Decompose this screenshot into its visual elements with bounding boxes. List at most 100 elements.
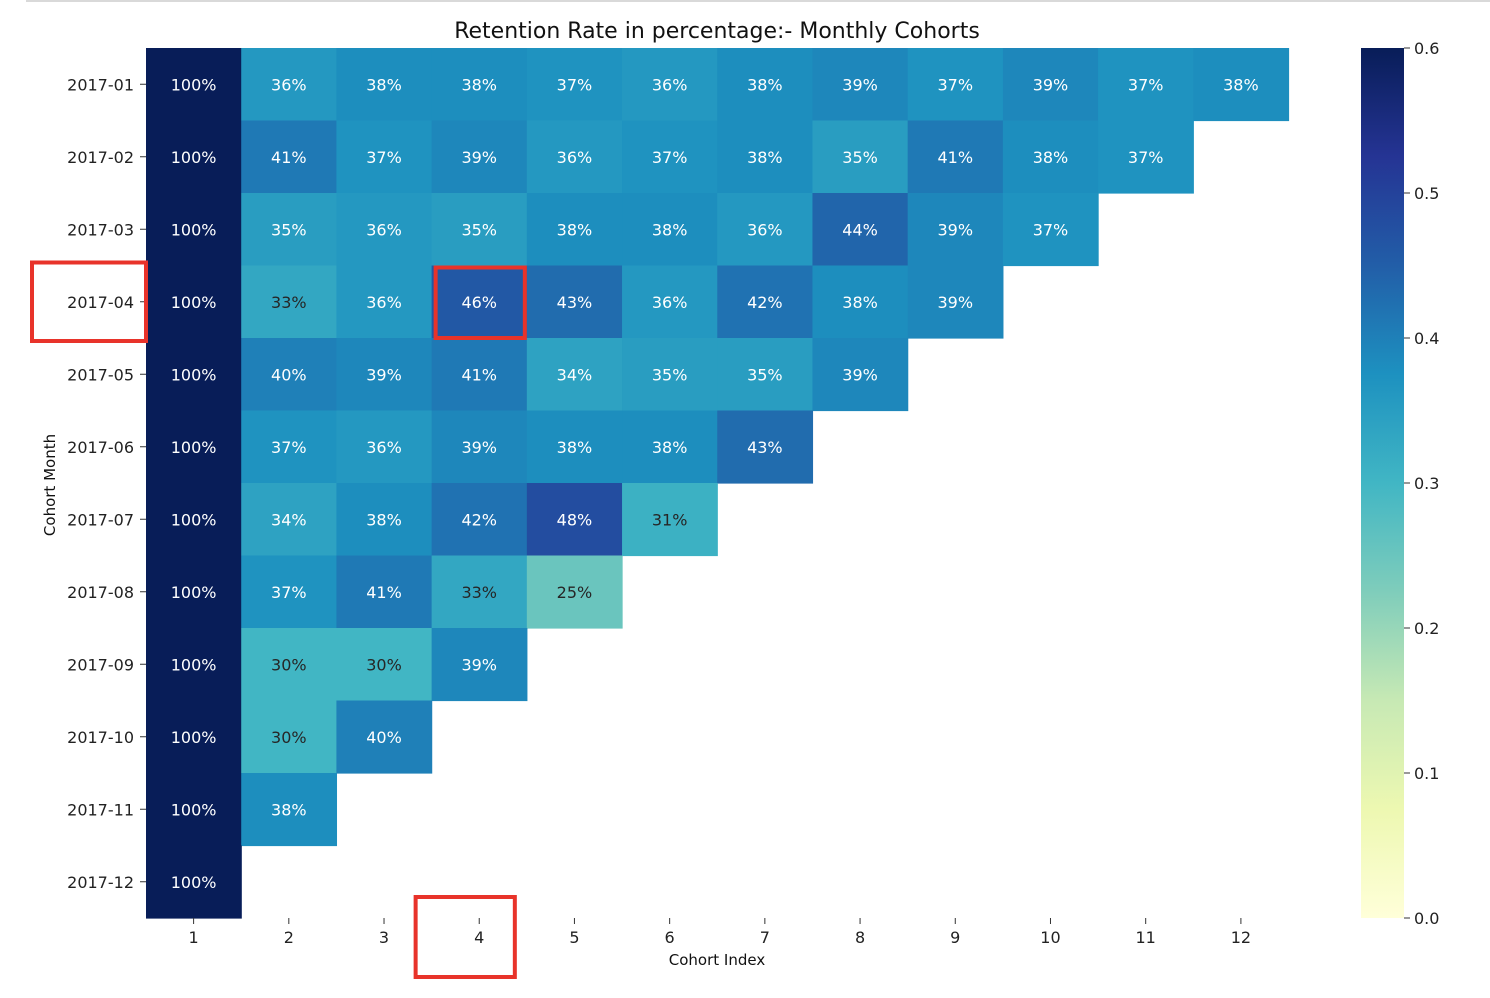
cell-value-label: 40%: [366, 728, 402, 747]
heatmap-cell: [146, 120, 242, 194]
cell-value-label: 42%: [461, 510, 497, 529]
x-tick-label: 8: [855, 928, 865, 947]
heatmap-cell: [1002, 120, 1099, 194]
cell-value-label: 38%: [747, 148, 783, 167]
y-axis-label: Cohort Month: [41, 434, 59, 536]
cell-value-label: 37%: [271, 583, 307, 602]
cell-value-label: 38%: [557, 438, 593, 457]
heatmap-cell: [622, 265, 718, 339]
colorbar-tick-label: 0.4: [1414, 329, 1439, 348]
cell-value-label: 46%: [461, 293, 497, 312]
heatmap-cell: [431, 410, 528, 484]
cell-value-label: 36%: [366, 293, 402, 312]
heatmap-cell: [812, 48, 909, 122]
heatmap-cell: [241, 410, 338, 484]
heatmap-cell: [146, 338, 242, 412]
cell-value-label: 38%: [842, 293, 878, 312]
colorbar-tick-label: 0.6: [1414, 39, 1439, 58]
heatmap-cell: [241, 338, 338, 412]
cell-value-label: 39%: [461, 148, 497, 167]
heatmap-cell: [622, 410, 718, 484]
heatmap-cell: [241, 483, 338, 557]
cell-value-label: 41%: [937, 148, 973, 167]
heatmap-cell: [907, 48, 1004, 122]
heatmap-cell: [336, 48, 433, 122]
heatmap-cell: [812, 265, 909, 339]
cell-value-label: 100%: [171, 510, 217, 529]
heatmap-cell: [431, 483, 528, 557]
cell-value-label: 38%: [366, 75, 402, 94]
cell-value-label: 41%: [271, 148, 307, 167]
cell-value-label: 36%: [652, 293, 688, 312]
cell-highlight-box: [433, 265, 527, 340]
heatmap-cell: [336, 193, 433, 267]
colorbar: 0.0 0.1 0.2 0.3 0.4 0.5 0.6: [1361, 39, 1439, 928]
cell-value-label: 38%: [747, 75, 783, 94]
cell-value-label: 35%: [461, 220, 497, 239]
heatmap-cell: [431, 265, 528, 339]
heatmap-cell: [146, 265, 242, 339]
heatmap-cell: [146, 410, 242, 484]
cell-value-label: 36%: [366, 438, 402, 457]
heatmap-cell: [336, 265, 433, 339]
x-tick-label: 2: [284, 928, 294, 947]
x-tick-label: 6: [665, 928, 675, 947]
cell-value-label: 37%: [937, 75, 973, 94]
heatmap-cell: [146, 773, 242, 847]
cell-value-label: 43%: [747, 438, 783, 457]
y-tick-label: 2017-08: [67, 583, 134, 602]
cell-value-label: 43%: [557, 293, 593, 312]
cell-value-label: 30%: [366, 655, 402, 674]
heatmap-cell: [526, 338, 623, 412]
cell-value-label: 38%: [652, 220, 688, 239]
x-tick-label: 7: [760, 928, 770, 947]
x-tick-label: 1: [189, 928, 199, 947]
cell-value-label: 30%: [271, 728, 307, 747]
heatmap-cell: [241, 628, 338, 702]
cell-value-label: 38%: [271, 800, 307, 819]
heatmap-cell: [526, 555, 623, 629]
colorbar-gradient: [1361, 48, 1404, 918]
y-tick-label: 2017-12: [67, 873, 134, 892]
heatmap-cell: [336, 483, 433, 557]
heatmap-cell: [336, 338, 433, 412]
heatmap-cell: [241, 773, 338, 847]
x-tick-label: 9: [950, 928, 960, 947]
cell-value-label: 38%: [366, 510, 402, 529]
cell-value-label: 100%: [171, 438, 217, 457]
heatmap-cell: [146, 700, 242, 774]
heatmap-cell: [717, 338, 814, 412]
cell-value-label: 100%: [171, 293, 217, 312]
x-label-highlight-box: [413, 895, 517, 979]
cell-value-label: 39%: [937, 220, 973, 239]
heatmap-cell: [241, 555, 338, 629]
cell-value-label: 37%: [366, 148, 402, 167]
cell-value-label: 36%: [557, 148, 593, 167]
cell-value-label: 33%: [271, 293, 307, 312]
cell-value-label: 36%: [747, 220, 783, 239]
cell-value-label: 33%: [461, 583, 497, 602]
cell-value-label: 100%: [171, 365, 217, 384]
y-axis-ticks: 2017-01 2017-02 2017-03 2017-04 2017-05 2017-…: [67, 75, 146, 892]
cell-value-label: 100%: [171, 655, 217, 674]
heatmap-cell: [1098, 48, 1194, 122]
heatmap-cell: [907, 265, 1004, 339]
heatmap-cell: [336, 120, 433, 194]
heatmap-cell: [1193, 48, 1290, 122]
cell-value-label: 36%: [271, 75, 307, 94]
cell-value-label: 39%: [842, 75, 878, 94]
x-axis-ticks: 1 2 3 4 5 6 7 8 9 10 11 12: [189, 918, 1251, 947]
cell-value-label: 36%: [652, 75, 688, 94]
cell-value-label: 42%: [747, 293, 783, 312]
cell-value-label: 100%: [171, 75, 217, 94]
heatmap-cell: [336, 410, 433, 484]
heatmap-cell: [526, 48, 623, 122]
heatmap-cell: [241, 120, 338, 194]
heatmap-cell: [526, 265, 623, 339]
x-tick-label: 4: [474, 928, 484, 947]
cell-value-label: 48%: [557, 510, 593, 529]
x-tick-label: 10: [1040, 928, 1060, 947]
heatmap-cell: [146, 48, 242, 122]
cell-value-label: 37%: [557, 75, 593, 94]
heatmap-cell: [241, 48, 338, 122]
